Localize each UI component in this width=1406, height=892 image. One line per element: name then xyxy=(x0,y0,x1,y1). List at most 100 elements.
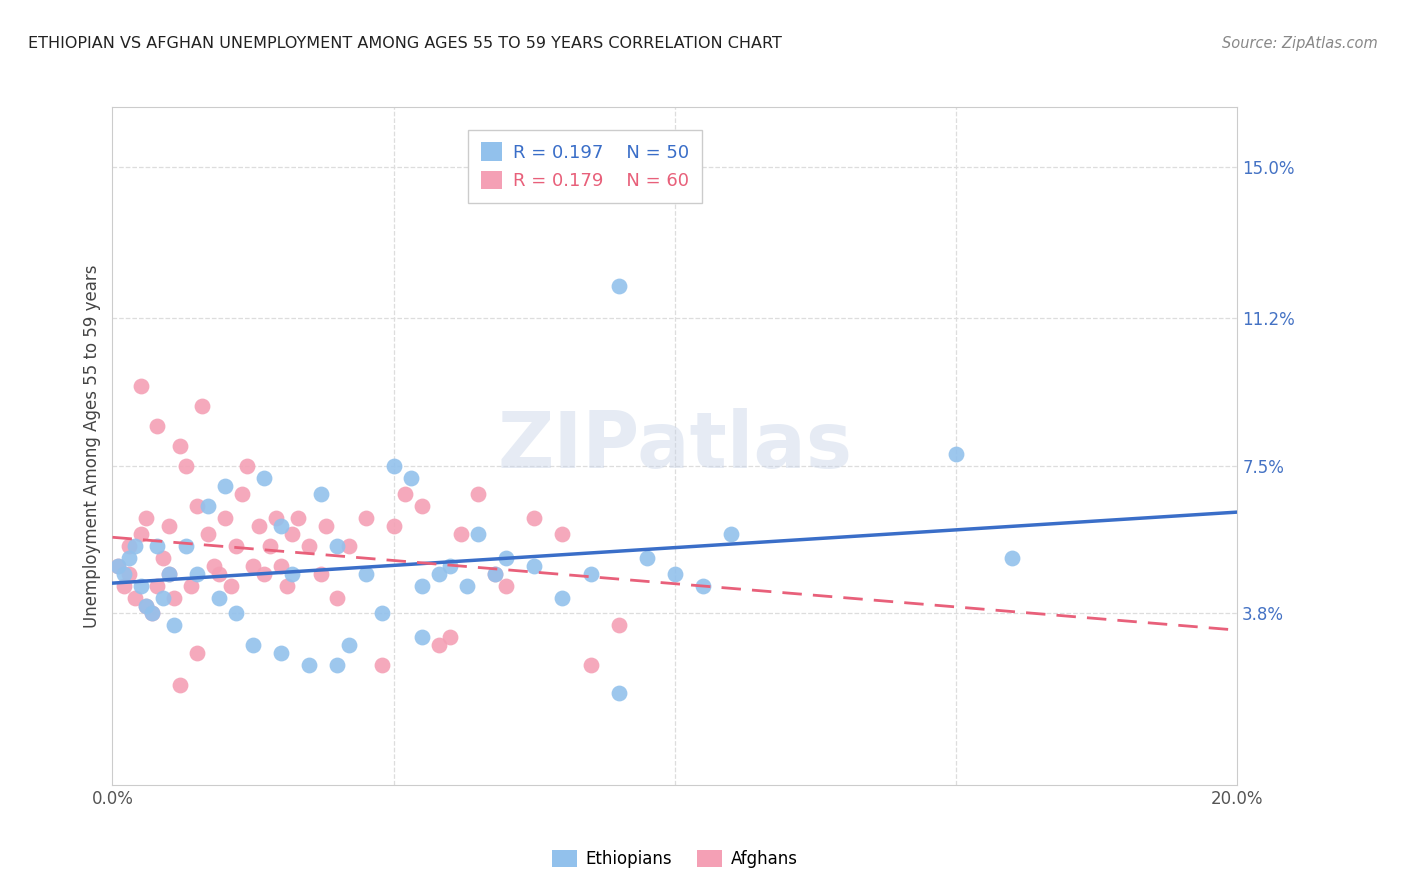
Point xyxy=(281,566,304,581)
Point xyxy=(427,566,450,581)
Point xyxy=(118,550,141,565)
Point xyxy=(152,550,174,565)
Point xyxy=(231,487,253,501)
Point xyxy=(242,639,264,653)
Point xyxy=(118,566,141,581)
Point xyxy=(174,539,197,553)
Point xyxy=(157,566,180,581)
Y-axis label: Unemployment Among Ages 55 to 59 years: Unemployment Among Ages 55 to 59 years xyxy=(83,264,101,628)
Point xyxy=(371,658,394,673)
Point xyxy=(411,578,433,592)
Point xyxy=(157,566,180,581)
Point xyxy=(298,658,321,673)
Point xyxy=(394,487,416,501)
Point xyxy=(169,678,191,692)
Point xyxy=(276,578,298,592)
Point xyxy=(551,591,574,605)
Point xyxy=(197,526,219,541)
Point xyxy=(225,539,247,553)
Point xyxy=(107,558,129,573)
Point xyxy=(214,479,236,493)
Point xyxy=(129,578,152,592)
Point xyxy=(197,499,219,513)
Point xyxy=(202,558,225,573)
Point xyxy=(242,558,264,573)
Point xyxy=(298,539,321,553)
Point xyxy=(636,550,658,565)
Point xyxy=(467,526,489,541)
Point xyxy=(484,566,506,581)
Point xyxy=(439,558,461,573)
Point xyxy=(180,578,202,592)
Point xyxy=(264,510,287,524)
Point xyxy=(287,510,309,524)
Point xyxy=(236,458,259,473)
Point xyxy=(607,618,630,632)
Point xyxy=(382,518,405,533)
Point xyxy=(484,566,506,581)
Point xyxy=(135,510,157,524)
Text: ETHIOPIAN VS AFGHAN UNEMPLOYMENT AMONG AGES 55 TO 59 YEARS CORRELATION CHART: ETHIOPIAN VS AFGHAN UNEMPLOYMENT AMONG A… xyxy=(28,36,782,51)
Point xyxy=(427,639,450,653)
Point xyxy=(551,526,574,541)
Point xyxy=(411,499,433,513)
Point xyxy=(135,599,157,613)
Point xyxy=(354,566,377,581)
Point xyxy=(720,526,742,541)
Point xyxy=(692,578,714,592)
Point xyxy=(579,658,602,673)
Point xyxy=(270,558,292,573)
Point xyxy=(315,518,337,533)
Point xyxy=(163,591,186,605)
Point xyxy=(326,658,349,673)
Point xyxy=(579,566,602,581)
Point xyxy=(186,499,208,513)
Point xyxy=(1001,550,1024,565)
Text: Source: ZipAtlas.com: Source: ZipAtlas.com xyxy=(1222,36,1378,51)
Point xyxy=(253,471,276,485)
Point xyxy=(309,566,332,581)
Point xyxy=(326,539,349,553)
Point xyxy=(174,458,197,473)
Point xyxy=(439,631,461,645)
Point xyxy=(107,558,129,573)
Point xyxy=(225,607,247,621)
Point xyxy=(129,526,152,541)
Point xyxy=(399,471,422,485)
Point xyxy=(146,578,169,592)
Legend: Ethiopians, Afghans: Ethiopians, Afghans xyxy=(546,843,804,875)
Point xyxy=(124,591,146,605)
Point xyxy=(163,618,186,632)
Point xyxy=(523,558,546,573)
Point xyxy=(259,539,281,553)
Point xyxy=(523,510,546,524)
Point xyxy=(326,591,349,605)
Point xyxy=(664,566,686,581)
Point xyxy=(247,518,270,533)
Point xyxy=(270,646,292,660)
Point xyxy=(467,487,489,501)
Legend: R = 0.197    N = 50, R = 0.179    N = 60: R = 0.197 N = 50, R = 0.179 N = 60 xyxy=(468,129,702,202)
Point xyxy=(382,458,405,473)
Point xyxy=(607,279,630,293)
Point xyxy=(157,518,180,533)
Point xyxy=(169,439,191,453)
Point xyxy=(411,631,433,645)
Point xyxy=(495,550,517,565)
Point xyxy=(354,510,377,524)
Point xyxy=(337,639,360,653)
Text: ZIPatlas: ZIPatlas xyxy=(498,408,852,484)
Point xyxy=(456,578,478,592)
Point xyxy=(191,399,214,413)
Point xyxy=(135,599,157,613)
Point xyxy=(146,419,169,434)
Point xyxy=(146,539,169,553)
Point xyxy=(450,526,472,541)
Point xyxy=(112,566,135,581)
Point xyxy=(112,578,135,592)
Point xyxy=(495,578,517,592)
Point xyxy=(124,539,146,553)
Point xyxy=(129,379,152,393)
Point xyxy=(371,607,394,621)
Point xyxy=(253,566,276,581)
